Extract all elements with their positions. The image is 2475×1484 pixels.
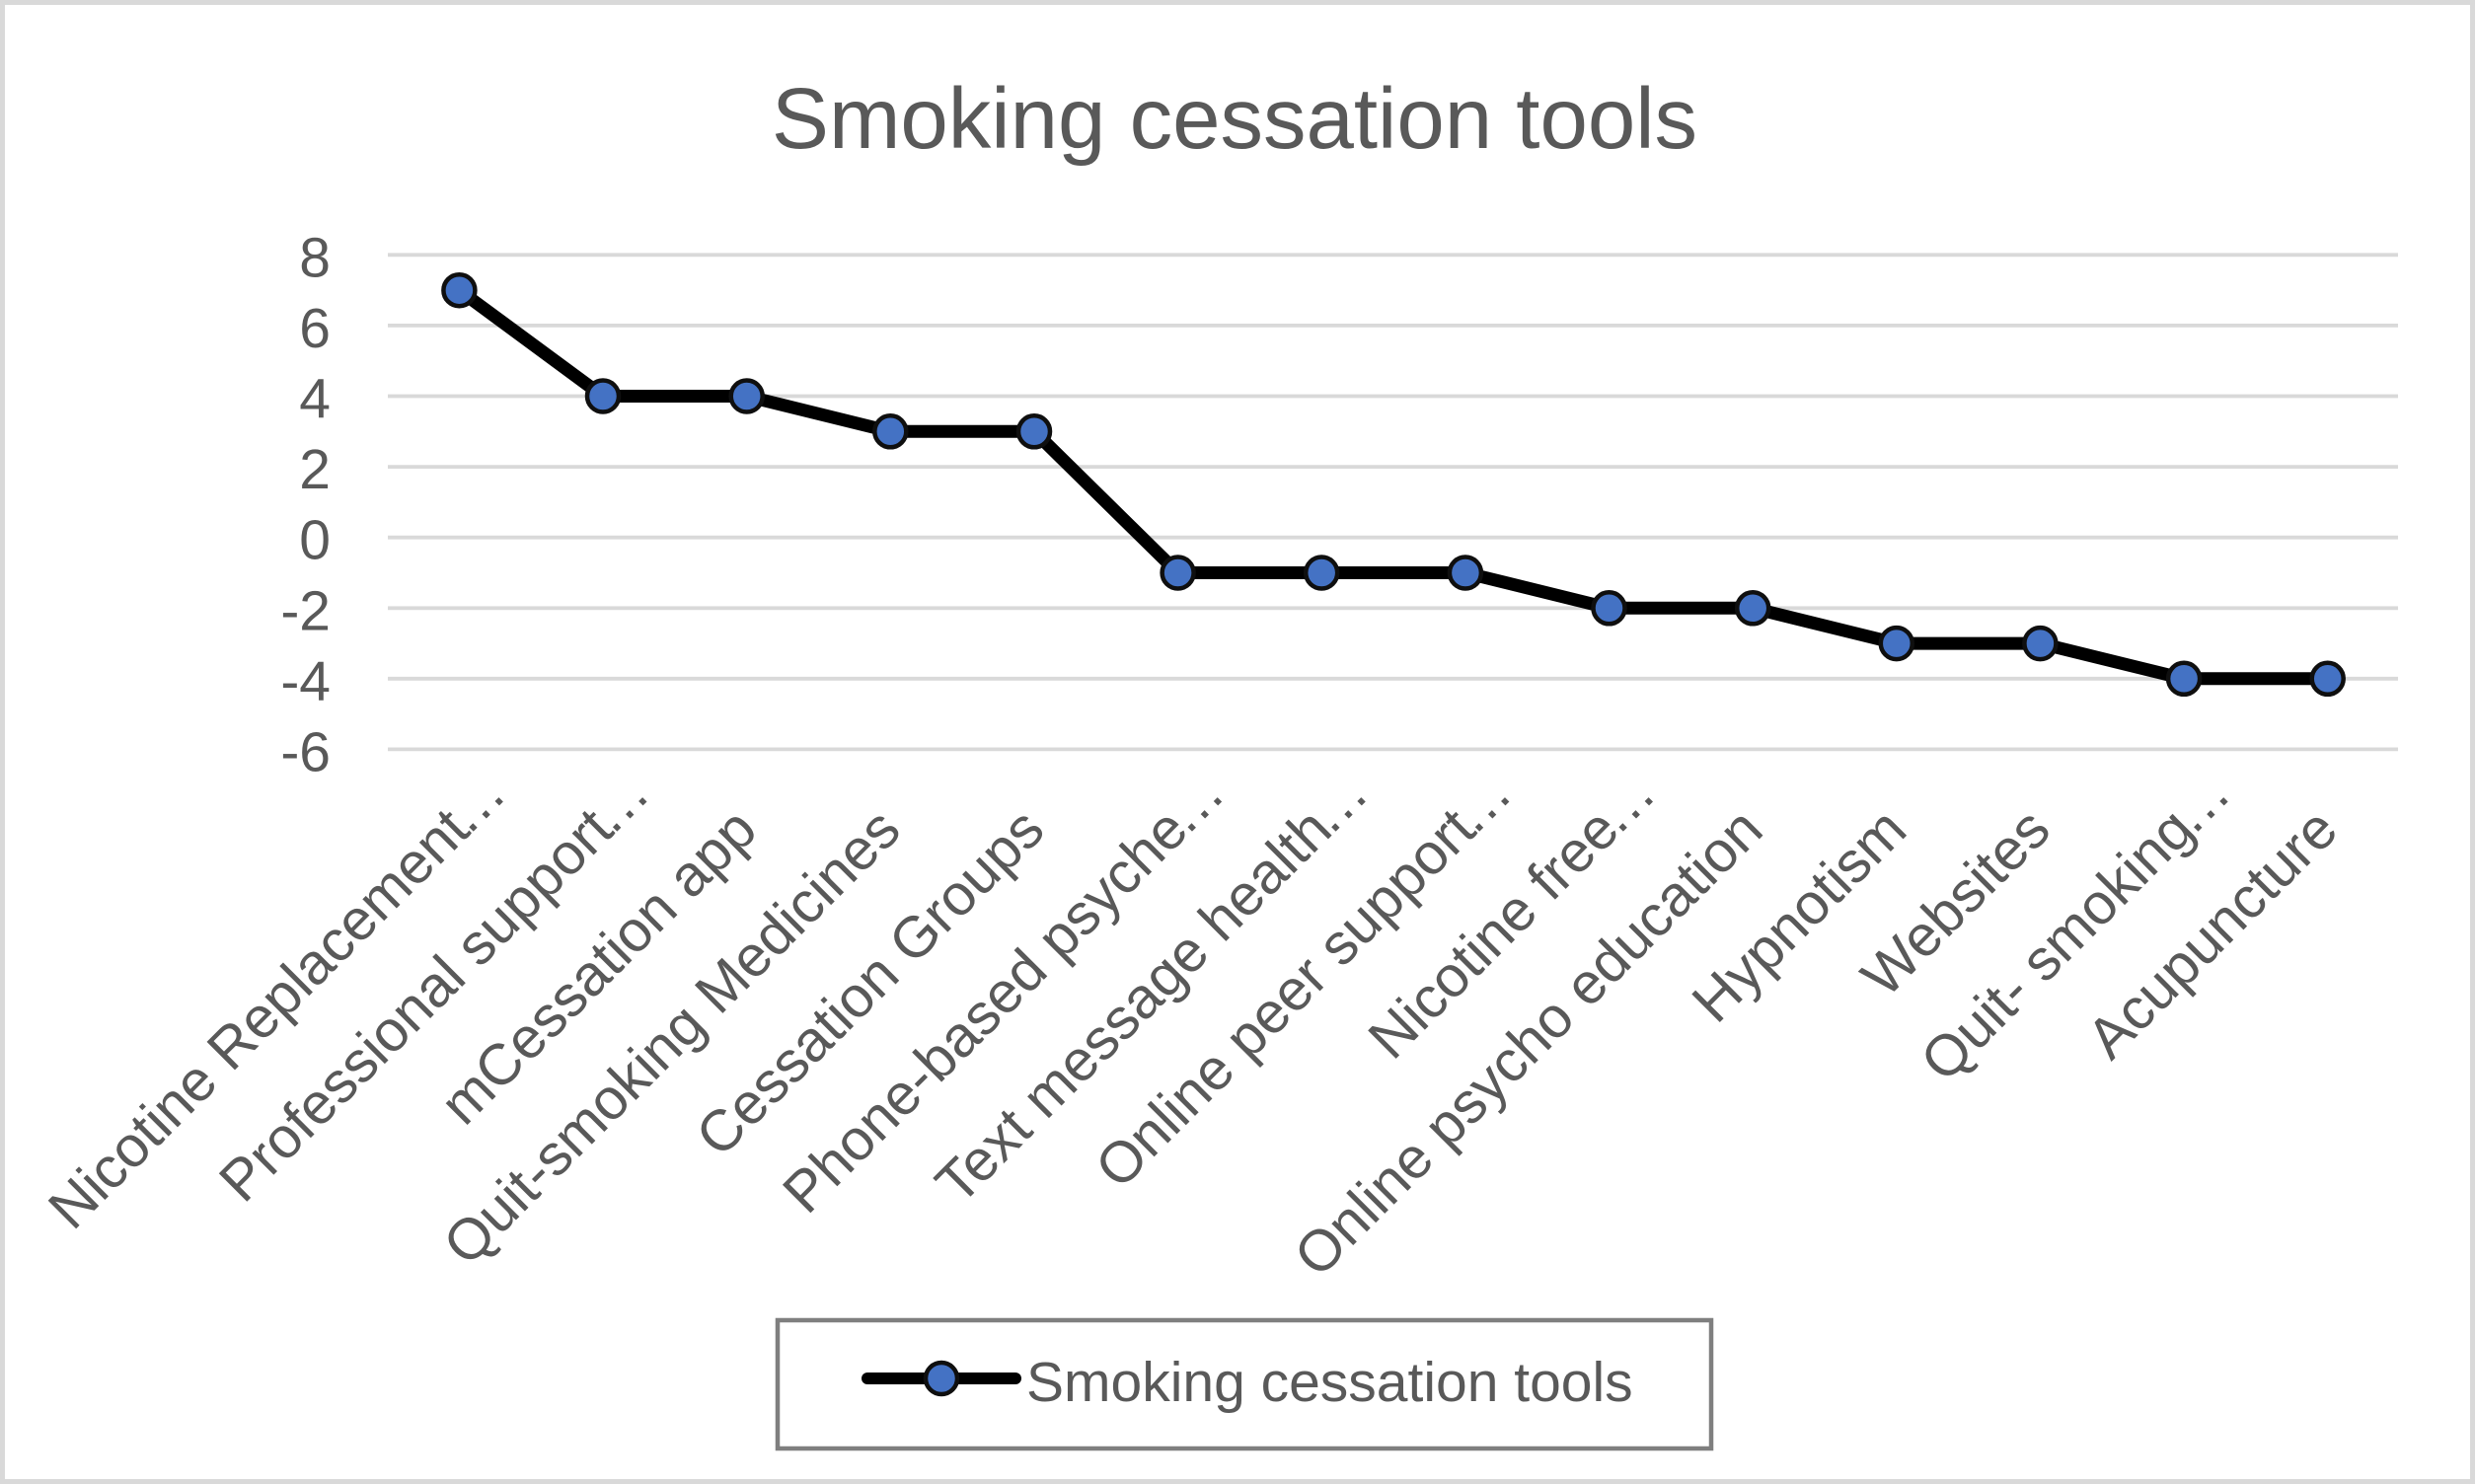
svg-text:0: 0 [299, 509, 331, 572]
svg-text:Smoking cessation tools: Smoking cessation tools [772, 71, 1697, 167]
svg-text:4: 4 [299, 368, 331, 431]
svg-text:-6: -6 [280, 720, 331, 783]
svg-text:-4: -4 [280, 650, 331, 713]
svg-text:Smoking cessation tools: Smoking cessation tools [1026, 1351, 1633, 1414]
svg-text:8: 8 [299, 226, 331, 289]
svg-text:-2: -2 [280, 579, 331, 642]
svg-text:2: 2 [299, 438, 331, 501]
svg-text:6: 6 [299, 297, 331, 360]
